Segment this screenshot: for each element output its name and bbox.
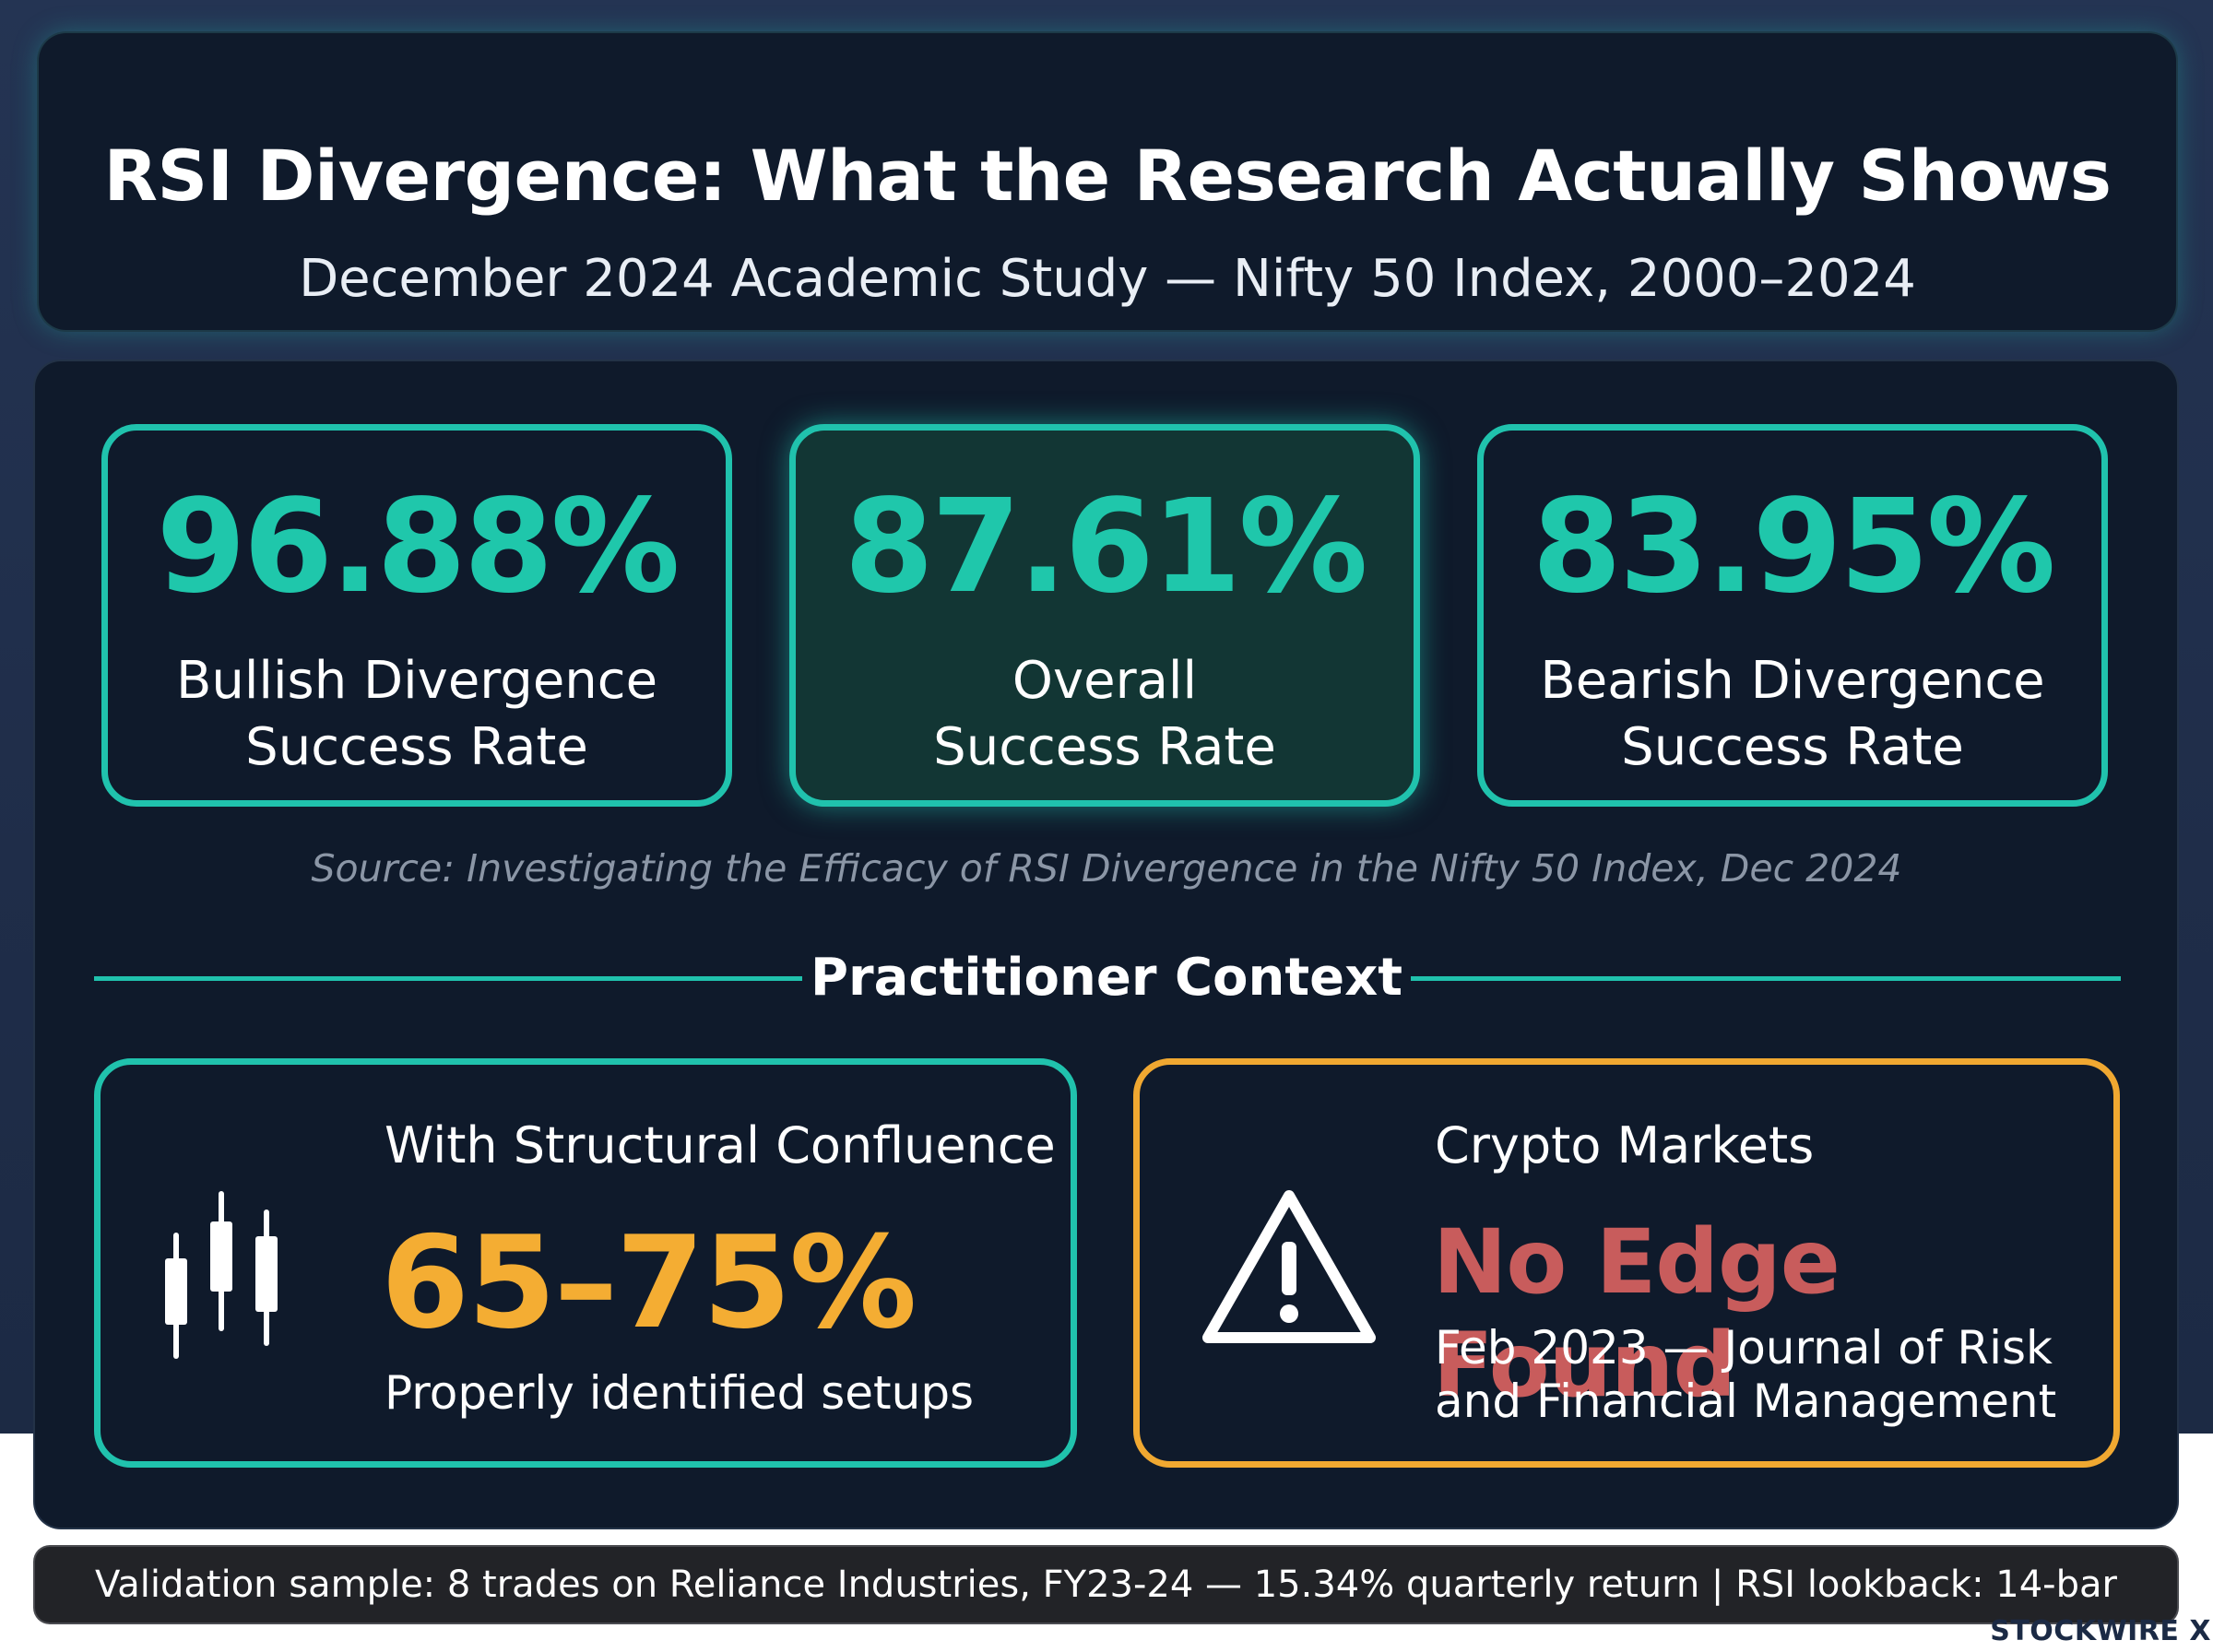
warning-triangle-icon xyxy=(1202,1190,1376,1343)
stat-label-line1: Bullish Divergence xyxy=(175,651,658,711)
stat-label-line2: Success Rate xyxy=(933,717,1276,777)
stat-card-bearish: 83.95% Bearish Divergence Success Rate xyxy=(1477,424,2108,807)
stat-value: 87.61% xyxy=(844,472,1367,622)
candlestick-chart-icon xyxy=(165,1191,278,1359)
section-divider-right xyxy=(1411,976,2121,981)
stat-label-line1: Overall xyxy=(1012,651,1198,711)
stat-value: 83.95% xyxy=(1532,472,2055,622)
stat-card-bullish: 96.88% Bullish Divergence Success Rate xyxy=(101,424,732,807)
page-subtitle: December 2024 Academic Study — Nifty 50 … xyxy=(299,249,1916,309)
stat-label-line1: Bearish Divergence xyxy=(1540,651,2045,711)
stat-label: Overall Success Rate xyxy=(796,648,1414,781)
stat-card-overall: 87.61% Overall Success Rate xyxy=(789,424,1420,807)
crypto-citation: Feb 2023 — Journal of Risk and Financial… xyxy=(1435,1321,2056,1428)
crypto-headline: No Edge Found xyxy=(1433,1210,1840,1417)
footer-bar: Validation sample: 8 trades on Reliance … xyxy=(35,1547,2177,1622)
stat-label: Bullish Divergence Success Rate xyxy=(108,648,726,781)
confluence-caption: Properly identified setups xyxy=(385,1366,975,1420)
section-divider-left xyxy=(94,976,802,981)
page-title: RSI Divergence: What the Research Actual… xyxy=(103,135,2112,217)
stat-label: Bearish Divergence Success Rate xyxy=(1484,648,2101,781)
crypto-citation-line2: and Financial Management xyxy=(1435,1375,2057,1428)
confluence-title: With Structural Confluence xyxy=(385,1116,1056,1174)
section-title: Practitioner Context xyxy=(810,948,1403,1008)
confluence-card: With Structural Confluence 65–75% Proper… xyxy=(94,1058,1077,1468)
stat-label-line2: Success Rate xyxy=(1621,717,1964,777)
source-citation: Source: Investigating the Efficacy of RS… xyxy=(311,846,1902,891)
header-panel: RSI Divergence: What the Research Actual… xyxy=(39,33,2176,330)
stat-label-line2: Success Rate xyxy=(245,717,588,777)
crypto-card: Crypto Markets No Edge Found Feb 2023 — … xyxy=(1133,1058,2120,1468)
crypto-title: Crypto Markets xyxy=(1435,1116,1815,1174)
crypto-citation-line1: Feb 2023 — Journal of Risk xyxy=(1435,1321,2053,1375)
confluence-value: 65–75% xyxy=(381,1209,917,1357)
brand-logo: STOCKWIRE X xyxy=(1990,1615,2211,1647)
stat-value: 96.88% xyxy=(156,472,680,622)
